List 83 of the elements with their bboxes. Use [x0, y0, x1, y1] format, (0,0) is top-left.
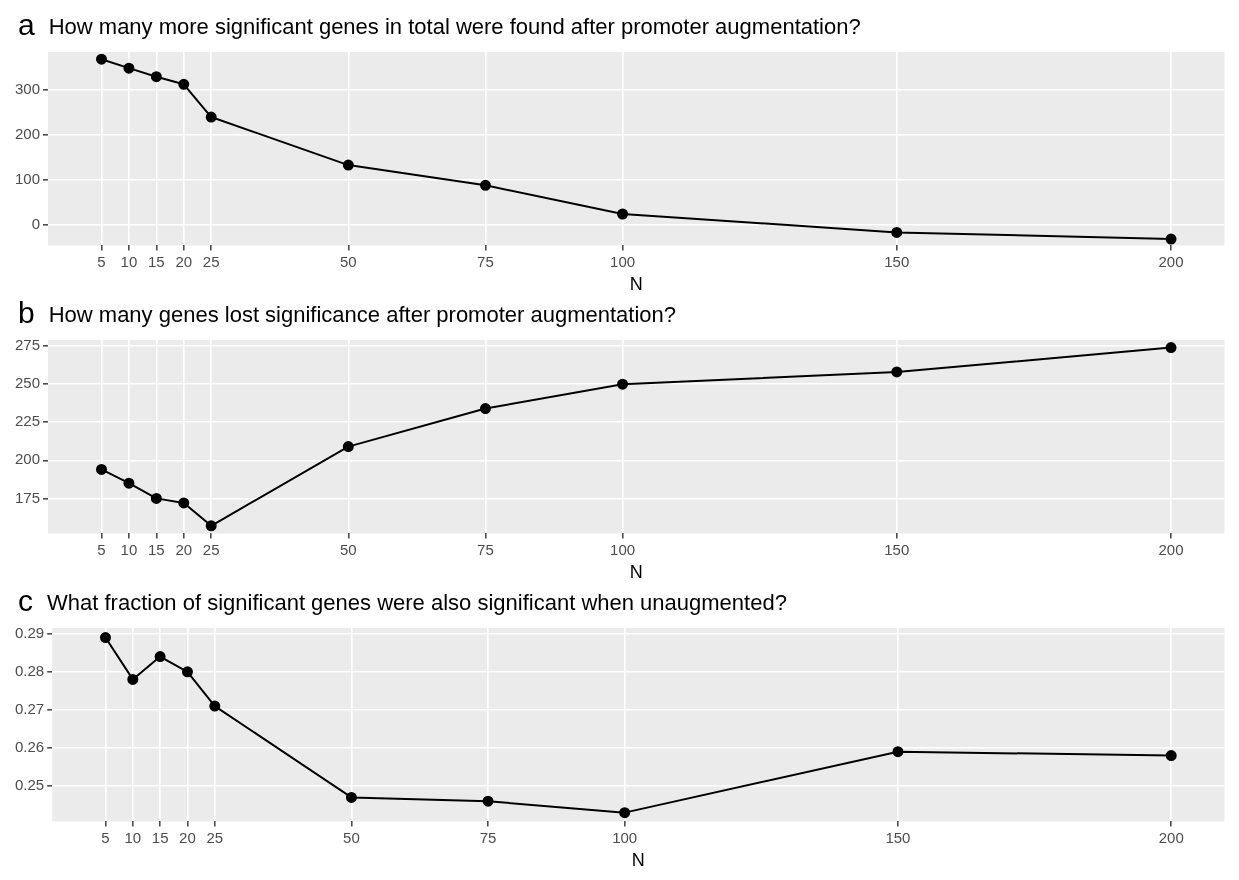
y-tick-label: 100	[15, 170, 41, 188]
x-tick-label: 5	[97, 540, 106, 558]
x-tick-label: 50	[339, 252, 357, 270]
point	[123, 477, 135, 489]
point	[1165, 342, 1177, 354]
x-tick-label: 5	[101, 828, 110, 846]
point	[891, 226, 903, 238]
chart-title: What fraction of significant genes were also significant when unaugmented?	[47, 590, 787, 616]
x-tick-label: 75	[477, 540, 494, 558]
y-tick-label: 225	[15, 412, 41, 430]
point	[892, 746, 904, 758]
x-tick-label: 200	[1158, 540, 1184, 558]
chart-title: How many more significant genes in total were found after promoter augmentation?	[48, 14, 861, 40]
x-tick-label: 25	[202, 540, 220, 558]
text: b	[18, 296, 35, 329]
point	[99, 632, 111, 644]
x-tick-label: 25	[202, 252, 220, 270]
x-tick-label: 100	[610, 540, 636, 558]
x-axis-title: N	[629, 274, 643, 295]
point	[342, 441, 354, 453]
y-tick-label: 250	[15, 374, 41, 392]
x-axis-title: N	[629, 562, 643, 583]
point	[1165, 233, 1177, 245]
point	[619, 807, 631, 819]
point	[342, 159, 354, 171]
point	[482, 795, 494, 807]
y-tick-label: 300	[15, 80, 41, 98]
y-tick-label: 200	[15, 450, 41, 468]
x-tick-label: 100	[612, 828, 638, 846]
x-tick-label: 15	[148, 540, 165, 558]
x-tick-label: 100	[610, 252, 636, 270]
x-tick-label: 20	[175, 252, 193, 270]
y-tick-label: 0.27	[14, 699, 45, 717]
x-tick-label: 10	[120, 252, 138, 270]
x-tick-label: 20	[175, 540, 193, 558]
x-tick-label: 25	[206, 828, 224, 846]
y-tick-label: 0.29	[14, 623, 45, 641]
y-tick-label: 275	[15, 336, 41, 354]
point	[178, 497, 190, 509]
x-tick-label: 20	[179, 828, 196, 846]
point	[154, 651, 166, 663]
x-tick-label: 10	[124, 828, 142, 846]
point	[181, 666, 193, 678]
point	[96, 53, 107, 65]
point	[617, 208, 629, 220]
x-tick-label: 5	[97, 252, 106, 270]
point	[127, 673, 139, 685]
x-tick-label: 200	[1158, 252, 1184, 270]
point	[96, 463, 107, 475]
x-tick-label: 150	[884, 540, 910, 558]
x-tick-label: 75	[477, 252, 494, 270]
x-tick-label: 150	[885, 828, 911, 846]
y-tick-label: 175	[15, 488, 41, 506]
point	[205, 111, 217, 123]
y-tick-label: 200	[15, 125, 41, 143]
text: c	[18, 584, 33, 617]
y-tick-label: 0.25	[14, 776, 45, 794]
y-tick-label: 0	[31, 214, 41, 232]
x-tick-label: 50	[343, 828, 360, 846]
x-tick-label: 50	[339, 540, 357, 558]
point	[891, 366, 903, 378]
point	[479, 179, 491, 191]
x-axis-title: N	[631, 850, 645, 871]
point	[479, 403, 491, 415]
point	[209, 700, 221, 712]
x-tick-label: 10	[120, 540, 138, 558]
chart-title: How many genes lost significance after promoter augmentation?	[48, 302, 677, 328]
y-tick-label: 0.26	[14, 738, 45, 756]
point	[150, 492, 162, 504]
text: a	[18, 8, 35, 41]
x-tick-label: 15	[148, 252, 165, 270]
point	[1165, 750, 1177, 762]
point	[345, 791, 357, 803]
point	[150, 71, 162, 83]
x-tick-label: 150	[884, 252, 910, 270]
point	[617, 378, 629, 390]
point	[178, 78, 190, 90]
x-tick-label: 15	[151, 828, 169, 846]
x-tick-label: 200	[1158, 828, 1184, 846]
x-tick-label: 75	[479, 828, 497, 846]
point	[123, 62, 135, 74]
point	[205, 520, 217, 532]
y-tick-label: 0.28	[14, 661, 45, 679]
